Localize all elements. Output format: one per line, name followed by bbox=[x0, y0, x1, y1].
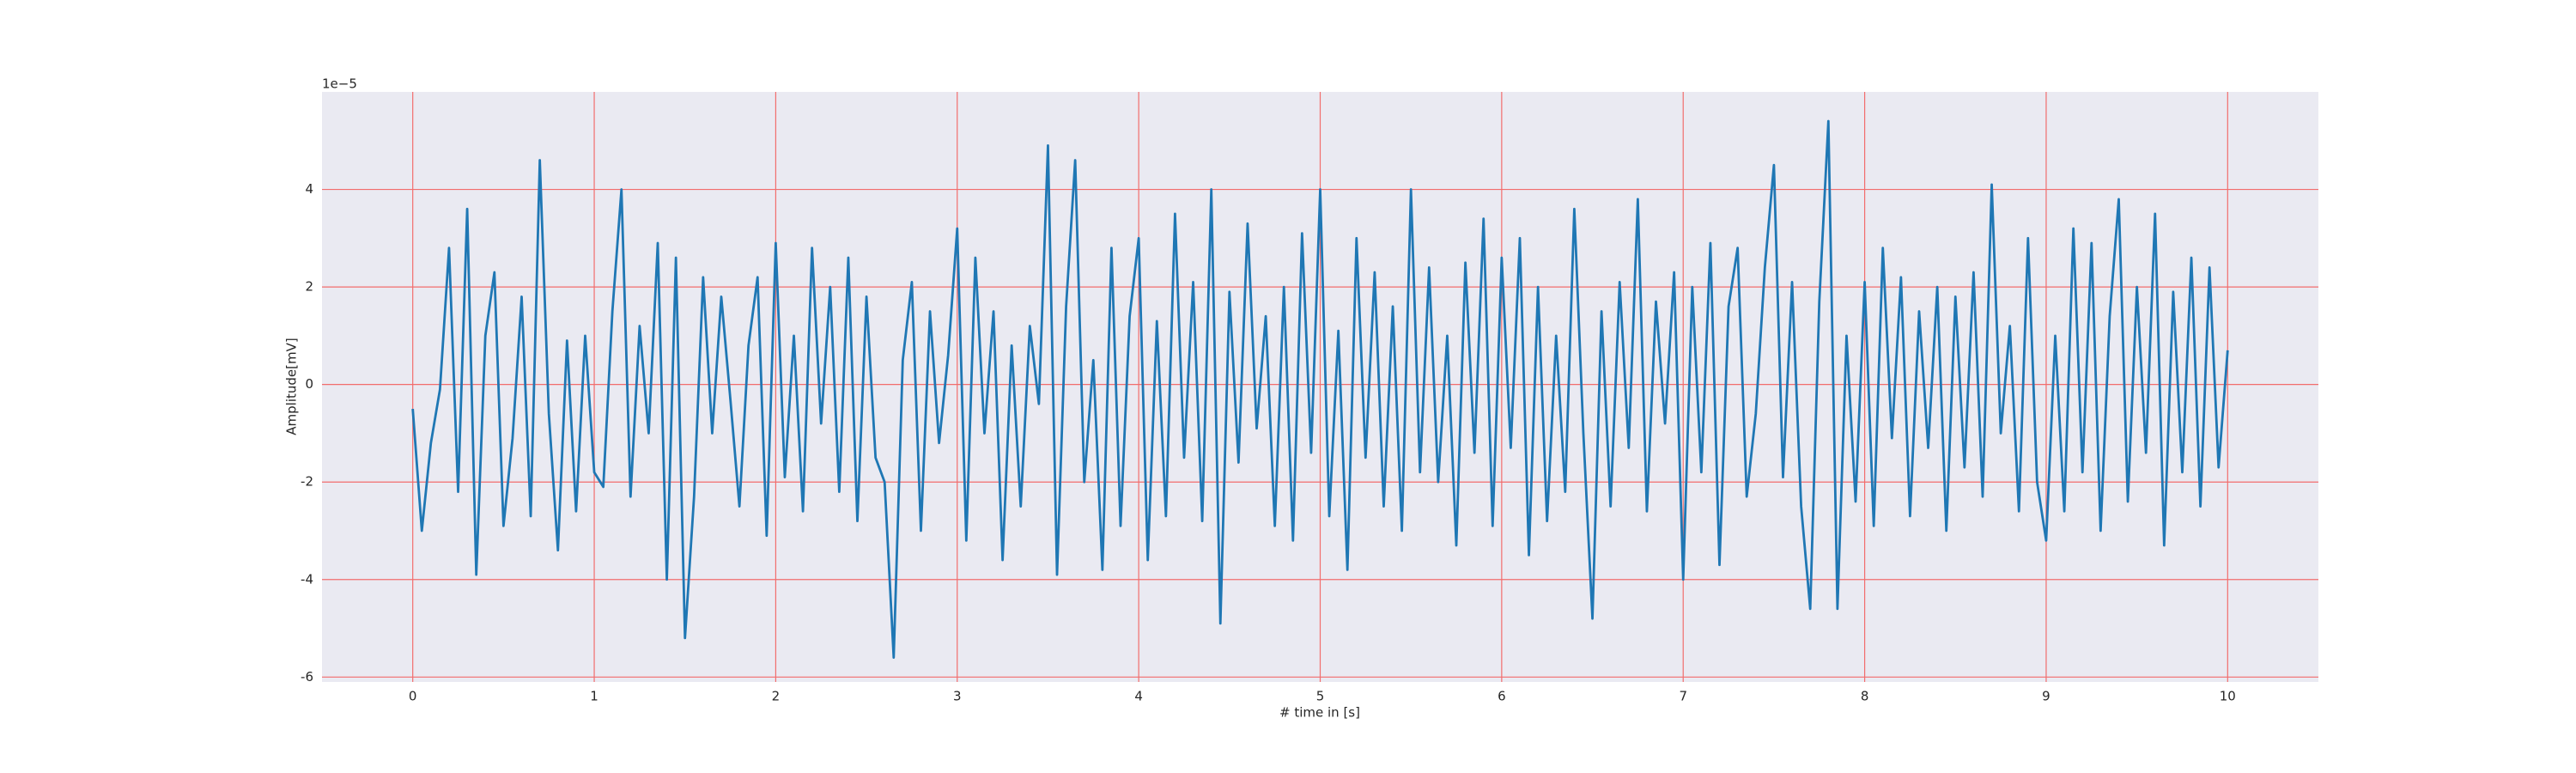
x-tick-label: 5 bbox=[1316, 689, 1325, 704]
y-tick-label: -6 bbox=[301, 669, 313, 685]
y-tick-label: 0 bbox=[305, 376, 313, 392]
y-tick-label: 4 bbox=[305, 181, 313, 197]
x-tick-label: 0 bbox=[409, 689, 417, 704]
x-tick-label: 3 bbox=[953, 689, 962, 704]
x-tick-label: 7 bbox=[1679, 689, 1687, 704]
y-axis-label: Amplitude[mV] bbox=[284, 338, 300, 435]
y-tick-label: -4 bbox=[301, 571, 313, 587]
x-tick-label: 6 bbox=[1498, 689, 1506, 704]
y-tick-label: -2 bbox=[301, 474, 313, 490]
y-tick-label: 2 bbox=[305, 279, 313, 295]
x-axis-label: # time in [s] bbox=[1279, 705, 1360, 721]
signal-line bbox=[411, 119, 2229, 660]
x-tick-label: 2 bbox=[772, 689, 781, 704]
x-tick-label: 8 bbox=[1861, 689, 1869, 704]
offset-text: 1e−5 bbox=[322, 76, 357, 92]
x-tick-label: 10 bbox=[2220, 689, 2236, 704]
x-tick-label: 1 bbox=[590, 689, 598, 704]
x-tick-label: 9 bbox=[2042, 689, 2050, 704]
x-tick-label: 4 bbox=[1134, 689, 1143, 704]
